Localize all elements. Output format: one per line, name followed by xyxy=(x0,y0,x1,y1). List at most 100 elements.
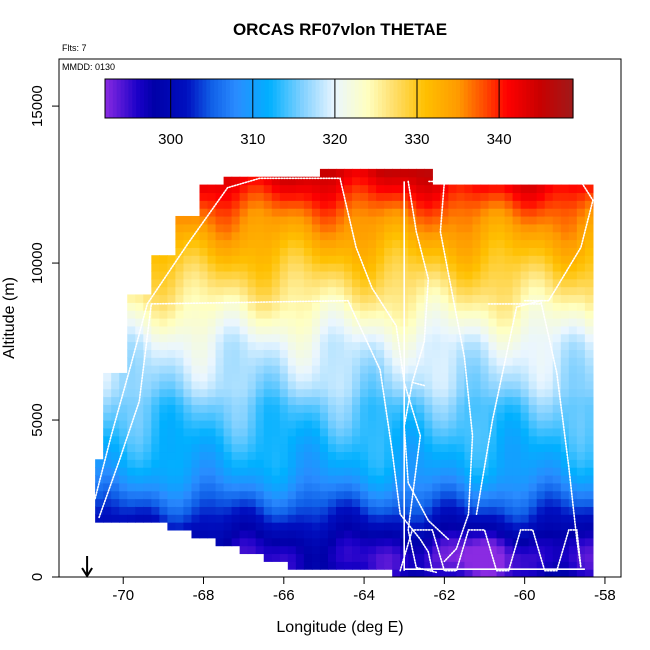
heatmap-cell xyxy=(440,498,449,507)
heatmap-cell xyxy=(231,239,241,248)
heatmap-cell xyxy=(279,208,289,217)
heatmap-cell xyxy=(199,372,209,382)
heatmap-cell xyxy=(103,498,112,507)
heatmap-cell xyxy=(271,404,281,413)
heatmap-cell xyxy=(111,459,120,468)
heatmap-cell xyxy=(440,278,449,288)
heatmap-cell xyxy=(263,388,273,398)
colorbar-swatch xyxy=(370,79,375,118)
heatmap-cell xyxy=(544,506,554,515)
heatmap-cell xyxy=(432,498,441,507)
heatmap-cell xyxy=(432,506,441,515)
heatmap-cell xyxy=(512,263,522,272)
heatmap-cell xyxy=(368,482,377,492)
heatmap-cell xyxy=(560,467,570,476)
heatmap-cell xyxy=(536,341,546,350)
heatmap-cell xyxy=(576,325,586,335)
heatmap-cell xyxy=(352,192,361,201)
heatmap-cell xyxy=(568,310,578,319)
heatmap-cell xyxy=(384,263,393,272)
heatmap-cell xyxy=(464,404,474,413)
heatmap-cell xyxy=(263,404,273,413)
heatmap-cell xyxy=(432,490,441,500)
heatmap-cell xyxy=(392,380,401,390)
heatmap-cell xyxy=(183,341,193,350)
heatmap-cell xyxy=(576,215,586,225)
colorbar-swatch xyxy=(167,79,172,118)
heatmap-cell xyxy=(584,569,594,577)
heatmap-cell xyxy=(335,325,345,335)
y-axis-label: Altitude (m) xyxy=(1,277,18,359)
heatmap-cell xyxy=(584,553,594,562)
heatmap-cell xyxy=(143,498,152,507)
heatmap-cell xyxy=(271,239,281,248)
heatmap-cell xyxy=(247,427,257,437)
colorbar: 300 310 320 330 340 xyxy=(104,78,574,148)
heatmap-cell xyxy=(175,278,185,288)
heatmap-cell xyxy=(368,318,377,327)
heatmap-cell xyxy=(568,537,578,547)
heatmap-cell xyxy=(568,474,578,484)
heatmap-cell xyxy=(263,325,273,335)
heatmap-cell xyxy=(175,255,185,264)
heatmap-cell xyxy=(255,545,265,555)
heatmap-cell xyxy=(560,380,570,390)
colorbar-swatch xyxy=(124,79,129,118)
heatmap-cell xyxy=(552,506,562,515)
heatmap-cell xyxy=(376,561,385,570)
heatmap-cell xyxy=(472,482,482,492)
heatmap-cell xyxy=(199,231,209,241)
heatmap-cell xyxy=(215,529,225,539)
heatmap-cell xyxy=(472,208,482,217)
heatmap-cell xyxy=(352,514,361,523)
heatmap-cell xyxy=(376,278,385,288)
heatmap-cell xyxy=(247,474,257,484)
heatmap-cell xyxy=(247,467,257,476)
heatmap-cell xyxy=(199,435,209,445)
heatmap-cell xyxy=(191,396,201,405)
heatmap-cell xyxy=(448,380,458,390)
heatmap-cell xyxy=(584,239,594,248)
heatmap-cell xyxy=(119,412,128,421)
heatmap-cell xyxy=(376,255,385,264)
arrow-marker xyxy=(81,556,93,578)
heatmap-cell xyxy=(191,247,201,256)
heatmap-cell xyxy=(335,545,345,555)
heatmap-cell xyxy=(111,506,120,515)
heatmap-cell xyxy=(488,522,498,531)
heatmap-cell xyxy=(488,396,498,405)
heatmap-cell xyxy=(552,404,562,413)
heatmap-cell xyxy=(311,498,321,507)
heatmap-cell xyxy=(464,537,474,547)
heatmap-cell xyxy=(392,420,401,429)
heatmap-cell xyxy=(456,467,466,476)
heatmap-cell xyxy=(480,247,490,256)
heatmap-cell xyxy=(536,514,546,523)
heatmap-cell xyxy=(295,365,305,374)
heatmap-cell xyxy=(456,247,466,256)
heatmap-cell xyxy=(287,192,297,201)
heatmap-cell xyxy=(488,357,498,366)
heatmap-cell xyxy=(175,506,185,515)
heatmap-cell xyxy=(496,270,506,280)
heatmap-cell xyxy=(456,380,466,390)
heatmap-cell xyxy=(111,388,120,398)
heatmap-cell xyxy=(295,239,305,248)
heatmap-cell xyxy=(384,427,393,437)
colorbar-swatch xyxy=(346,79,352,118)
heatmap-cell xyxy=(287,388,297,398)
heatmap-cell xyxy=(215,404,225,413)
heatmap-cell xyxy=(504,372,514,382)
heatmap-cell xyxy=(432,192,441,201)
heatmap-cell xyxy=(231,325,241,335)
heatmap-cell xyxy=(111,514,120,523)
heatmap-cell xyxy=(472,388,482,398)
heatmap-cell xyxy=(584,482,594,492)
heatmap-cell xyxy=(424,357,433,366)
heatmap-cell xyxy=(424,325,433,335)
heatmap-cell xyxy=(319,294,329,303)
heatmap-cell xyxy=(319,247,329,256)
heatmap-cell xyxy=(552,522,562,531)
heatmap-cell xyxy=(215,435,225,445)
heatmap-cell xyxy=(231,263,241,272)
